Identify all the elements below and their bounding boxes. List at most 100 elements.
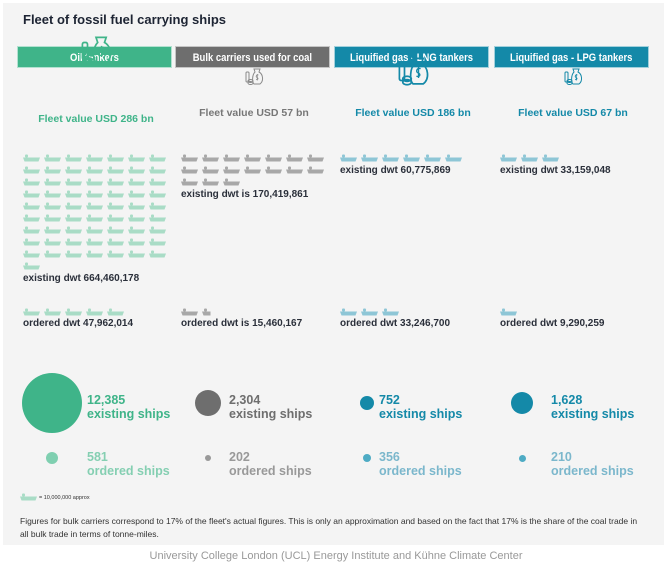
ship-icon <box>223 161 240 169</box>
ordered-ship-icons <box>500 303 650 315</box>
ordered-dwt-label: ordered dwt 9,290,259 <box>500 318 605 329</box>
category-column: Liquified gas - LPG tankers Fleet value … <box>494 3 652 543</box>
money-bag-icon <box>17 34 175 71</box>
legend: = 10,000,000 approx <box>20 493 90 503</box>
ship-icon <box>23 197 40 205</box>
ship-icon <box>44 185 61 193</box>
fleet-value: Fleet value USD 286 bn <box>38 113 154 125</box>
ship-icon <box>44 209 61 217</box>
ship-icon <box>20 493 37 503</box>
ship-icon <box>149 221 166 229</box>
ship-icon <box>149 197 166 205</box>
ship-icon <box>44 149 61 157</box>
ship-icon <box>86 303 103 311</box>
ship-icon <box>65 245 82 253</box>
existing-ship-icons <box>340 149 490 161</box>
ship-icon <box>149 173 166 181</box>
existing-dwt-label: existing dwt 60,775,869 <box>340 165 451 176</box>
ship-icon <box>286 149 303 157</box>
ship-icon <box>223 149 240 157</box>
ordered-ships-count: 202 <box>229 450 250 464</box>
ship-icon <box>128 245 145 253</box>
ordered-ships-label: ordered ships <box>229 464 312 478</box>
existing-dwt-label: existing dwt 33,159,048 <box>500 165 611 176</box>
ship-icon <box>44 173 61 181</box>
existing-ships-count: 2,304 <box>229 393 261 407</box>
ship-icon <box>286 161 303 169</box>
ship-icon <box>307 161 324 169</box>
category-header-label: Bulk carriers used for coal <box>192 52 313 64</box>
money-bag-icon <box>175 67 333 87</box>
ship-icon <box>23 173 40 181</box>
ordered-ships-count: 581 <box>87 450 108 464</box>
existing-ship-icons <box>181 149 331 185</box>
category-header: Liquified gas - LNG tankers <box>334 46 489 68</box>
ship-icon <box>107 173 124 181</box>
ship-icon <box>86 245 103 253</box>
ship-icon <box>23 209 40 217</box>
ship-icon <box>23 185 40 193</box>
category-header-label: Liquified gas - LNG tankers <box>349 52 474 64</box>
footnote: Figures for bulk carriers correspond to … <box>20 516 638 539</box>
ship-icon <box>382 149 399 157</box>
legend-label: = 10,000,000 approx <box>39 495 90 501</box>
ordered-ship-icons <box>181 303 331 315</box>
ship-icon <box>149 233 166 241</box>
ship-icon <box>23 233 40 241</box>
ship-icon <box>86 221 103 229</box>
ship-icon <box>107 303 124 311</box>
ordered-ships-label: ordered ships <box>379 464 462 478</box>
infographic-panel: Fleet of fossil fuel carrying ships Oil … <box>3 3 664 545</box>
ship-icon <box>202 303 219 311</box>
ship-icon <box>424 149 441 157</box>
ship-icon <box>23 149 40 157</box>
existing-dwt-label: existing dwt is 170,419,861 <box>181 189 309 200</box>
ordered-ships-circle <box>518 454 526 462</box>
ship-icon <box>361 303 378 311</box>
category-column: Oil tankers Fleet value USD 286 bn exist… <box>17 3 175 543</box>
ship-icon <box>223 173 240 181</box>
ship-icon <box>128 233 145 241</box>
ship-icon <box>107 161 124 169</box>
ship-icon <box>107 185 124 193</box>
ship-icon <box>361 149 378 157</box>
category-column: Liquified gas - LNG tankers Fleet value … <box>334 3 492 543</box>
ship-icon <box>403 149 420 157</box>
chart-title: Fleet of fossil fuel carrying ships <box>23 12 226 27</box>
existing-ships-label: existing ships <box>551 407 635 421</box>
category-header: Bulk carriers used for coal <box>175 46 330 68</box>
ordered-ships-circle <box>363 454 371 462</box>
ship-icon <box>181 149 198 157</box>
ship-icon <box>107 149 124 157</box>
ship-icon <box>202 161 219 169</box>
ship-icon <box>86 233 103 241</box>
ordered-ship-icons <box>23 303 173 315</box>
ship-icon <box>149 149 166 157</box>
ship-icon <box>244 149 261 157</box>
ship-icon <box>44 245 61 253</box>
ship-icon <box>44 303 61 311</box>
ship-icon <box>340 149 357 157</box>
existing-ships-label: existing ships <box>229 407 313 421</box>
ordered-ships-label: ordered ships <box>87 464 170 478</box>
ship-icon <box>23 257 40 265</box>
ship-icon <box>86 161 103 169</box>
ship-icon <box>65 209 82 217</box>
existing-dwt-label: existing dwt 664,460,178 <box>23 273 140 284</box>
ship-icon <box>149 209 166 217</box>
ordered-ships-circle <box>46 452 58 464</box>
ship-icon <box>445 149 462 157</box>
ship-icon <box>86 173 103 181</box>
existing-ships-label: existing ships <box>87 407 171 421</box>
ship-icon <box>340 303 357 311</box>
ship-icon <box>86 185 103 193</box>
category-header-label: Liquified gas - LPG tankers <box>510 52 633 64</box>
ship-icon <box>107 221 124 229</box>
ship-icon <box>128 149 145 157</box>
category-header: Liquified gas - LPG tankers <box>494 46 649 68</box>
existing-ship-icons <box>500 149 650 161</box>
ship-icon <box>244 161 261 169</box>
ship-icon <box>44 233 61 241</box>
money-bag-icon <box>494 67 652 87</box>
ship-icon <box>128 173 145 181</box>
